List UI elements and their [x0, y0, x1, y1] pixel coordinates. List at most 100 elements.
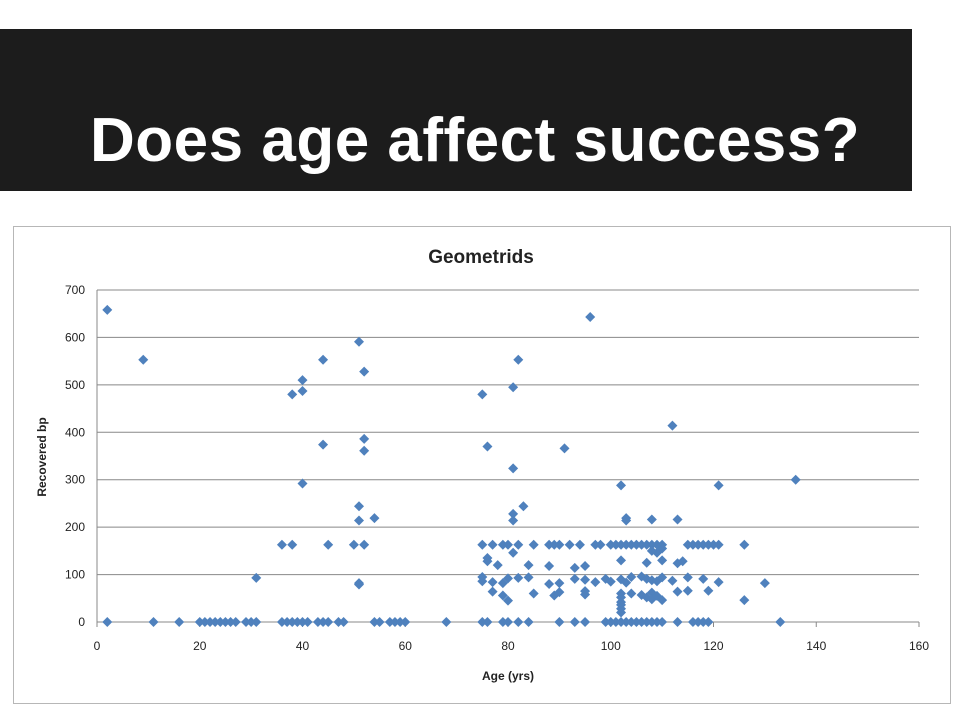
data-point [323, 539, 334, 550]
data-point [312, 617, 323, 627]
data-point [621, 539, 632, 550]
y-tick-label: 300 [65, 473, 85, 487]
data-point [497, 590, 508, 601]
data-point [508, 463, 519, 474]
data-point [369, 513, 380, 524]
data-point [282, 617, 293, 627]
y-tick-label: 500 [65, 378, 85, 392]
data-point [605, 576, 616, 587]
data-point [441, 617, 452, 627]
data-point [482, 441, 493, 452]
x-tick-label: 100 [601, 639, 621, 653]
data-point [302, 617, 313, 627]
data-point [713, 577, 724, 588]
data-point [287, 389, 298, 400]
data-point [646, 545, 657, 556]
data-point [600, 617, 611, 627]
data-point [775, 617, 786, 627]
y-tick-label: 400 [65, 425, 85, 439]
data-point [667, 575, 678, 586]
data-point [646, 617, 657, 627]
grid-lines [97, 289, 919, 576]
data-point [759, 578, 770, 589]
data-point [523, 560, 534, 571]
data-point [672, 514, 683, 525]
data-point [102, 304, 113, 315]
data-point [677, 556, 688, 567]
data-point [477, 539, 488, 550]
data-point [354, 336, 365, 347]
y-tick-label: 200 [65, 520, 85, 534]
data-point [708, 539, 719, 550]
data-point [569, 562, 580, 573]
data-point [287, 617, 298, 627]
data-point [503, 539, 513, 550]
data-point [246, 617, 257, 627]
data-point [194, 617, 205, 627]
data-point [703, 617, 714, 627]
data-point [636, 539, 647, 550]
data-point [580, 561, 591, 572]
data-point [564, 539, 575, 550]
data-point [318, 354, 329, 365]
data-point [338, 617, 349, 627]
data-point [585, 312, 596, 323]
data-point [739, 595, 750, 606]
data-point [672, 617, 683, 627]
data-point [657, 555, 668, 566]
data-point [503, 595, 513, 606]
data-point [554, 539, 565, 550]
x-tick-label: 140 [806, 639, 826, 653]
data-point [148, 617, 159, 627]
data-point [323, 617, 334, 627]
data-point [400, 617, 411, 627]
data-point [297, 617, 308, 627]
data-point [682, 572, 693, 583]
data-point [251, 572, 262, 583]
data-point [554, 617, 565, 627]
data-point [616, 480, 627, 491]
data-point [703, 539, 714, 550]
data-point [369, 617, 380, 627]
data-point [790, 474, 801, 485]
data-point [687, 617, 698, 627]
data-point [631, 617, 642, 627]
data-point [616, 617, 627, 627]
data-point [297, 386, 308, 397]
data-point [492, 560, 503, 571]
data-point [605, 617, 616, 627]
data-point [220, 617, 231, 627]
data-point [590, 539, 601, 550]
data-point [297, 478, 308, 489]
data-point [682, 585, 693, 596]
data-point [354, 515, 365, 526]
data-point [621, 577, 632, 588]
chart-title: Geometrids [428, 247, 534, 268]
data-point [503, 617, 513, 627]
data-point [559, 443, 570, 454]
data-point [616, 539, 627, 550]
data-point [574, 539, 585, 550]
data-point [698, 573, 709, 584]
data-point [508, 508, 519, 519]
data-point [667, 420, 678, 431]
data-point [292, 617, 303, 627]
data-point [487, 539, 498, 550]
x-tick-label: 80 [501, 639, 515, 653]
x-tick-label: 120 [703, 639, 723, 653]
data-point [616, 555, 627, 566]
data-point [569, 617, 580, 627]
data-point [626, 617, 637, 627]
data-point [569, 573, 580, 584]
data-point [102, 617, 113, 627]
data-point [657, 543, 668, 554]
data-point [297, 375, 308, 386]
data-point [518, 501, 529, 512]
data-point [359, 539, 370, 550]
data-point [610, 617, 621, 627]
data-point [508, 547, 519, 558]
data-point [210, 617, 221, 627]
data-point [482, 617, 493, 627]
data-point [544, 539, 555, 550]
